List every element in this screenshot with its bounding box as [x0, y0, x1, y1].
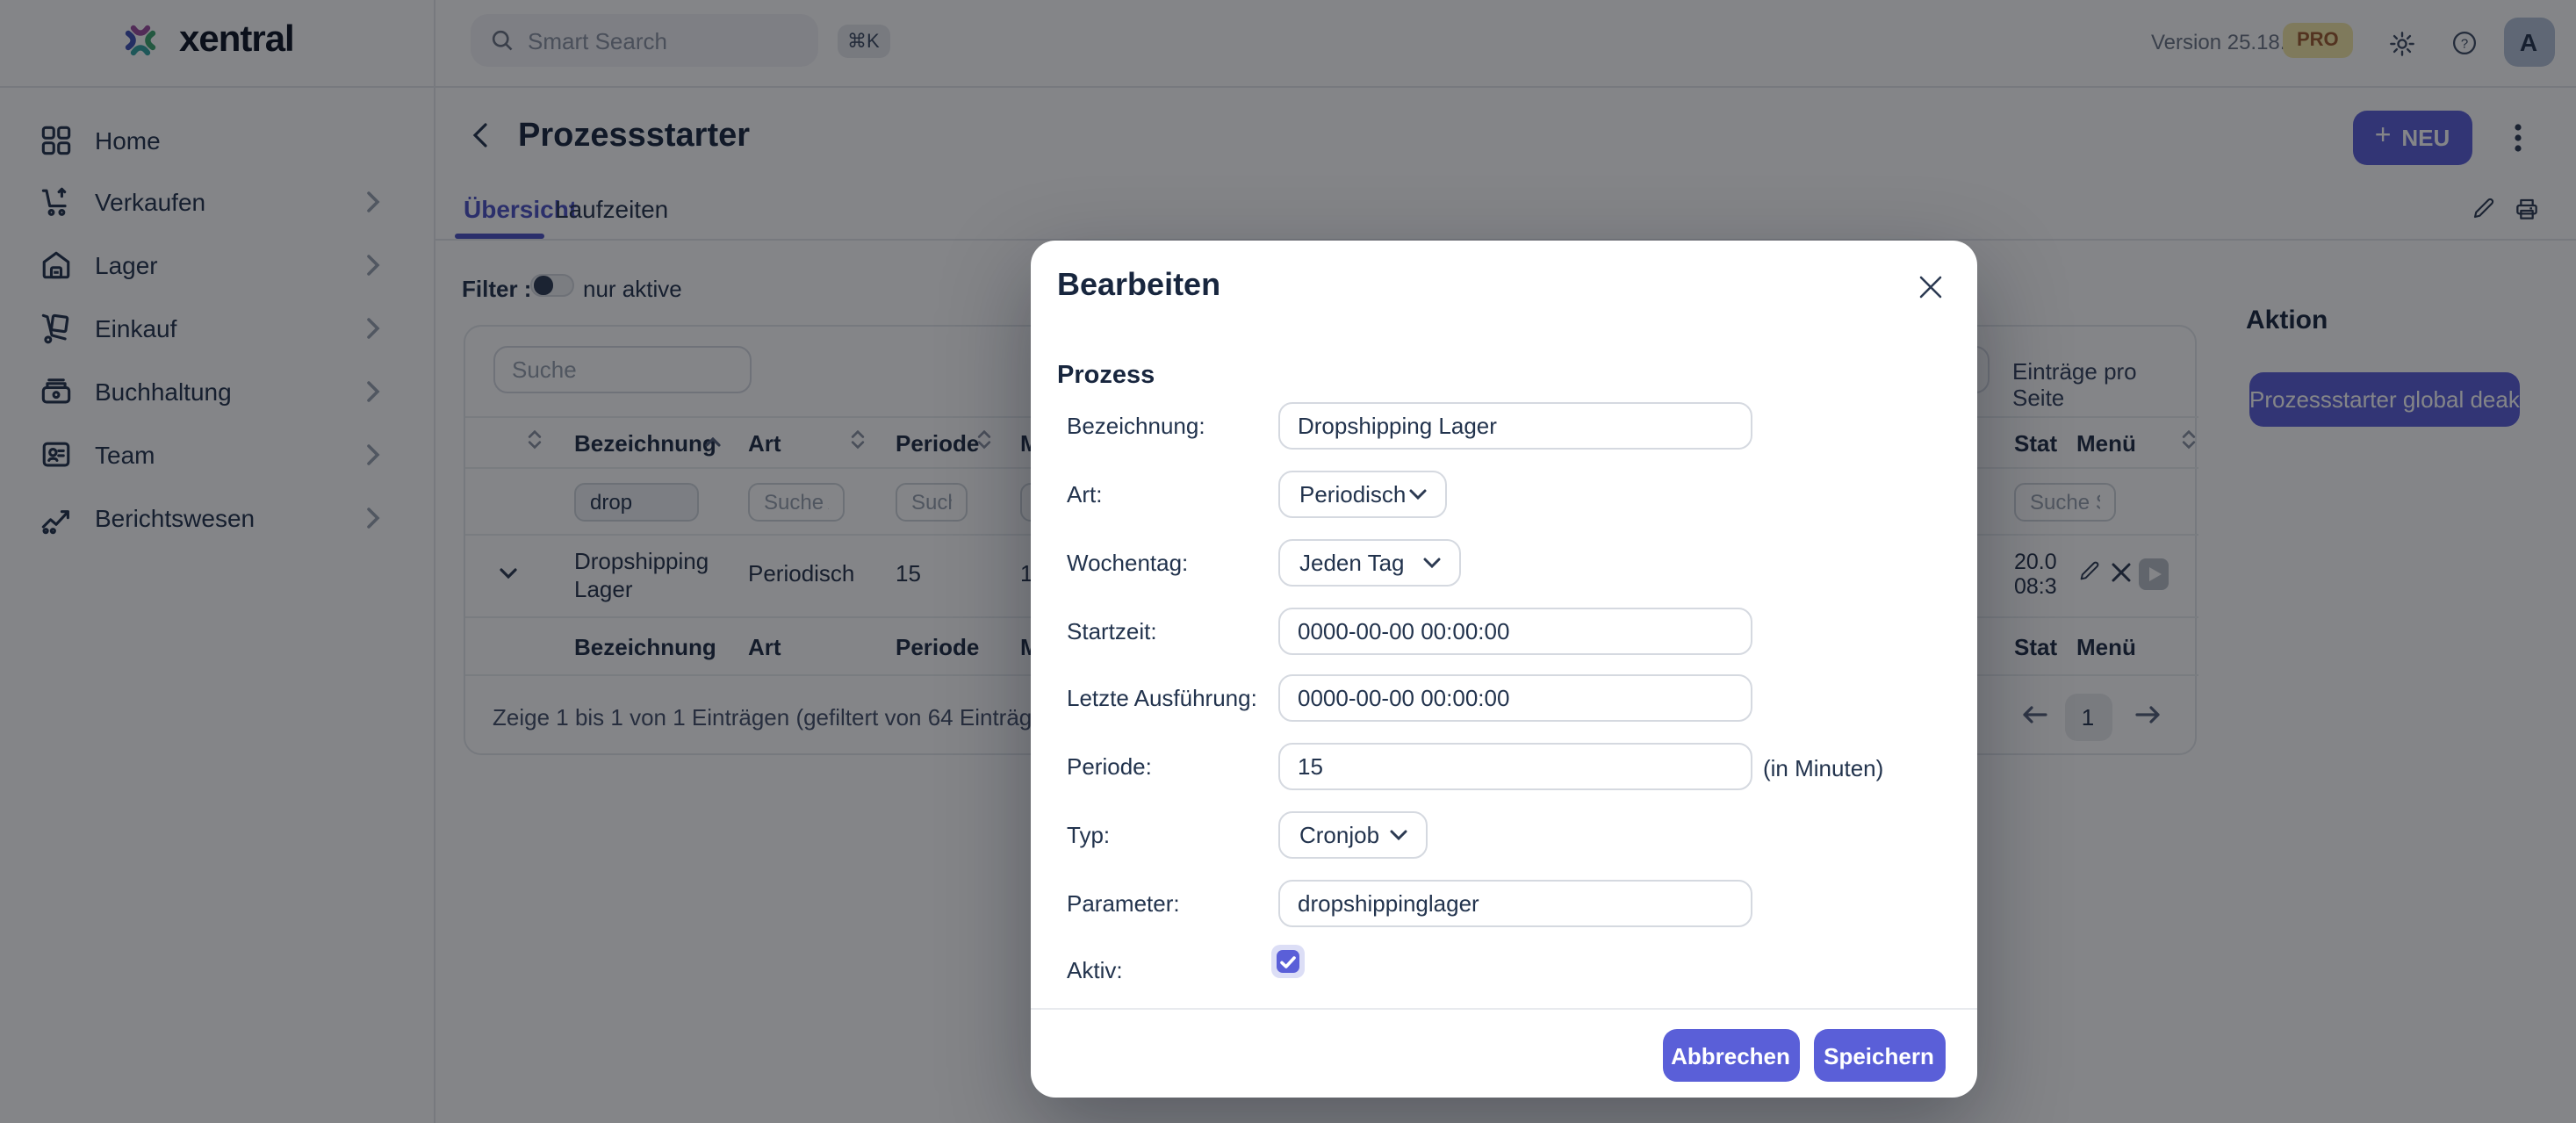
field-label-letzte-ausfuehrung: Letzte Ausführung:	[1067, 685, 1257, 711]
bezeichnung-field[interactable]	[1278, 402, 1752, 450]
chevron-down-icon	[1390, 829, 1407, 840]
cancel-button-label: Abbrechen	[1671, 1042, 1790, 1069]
edit-modal: Bearbeiten Prozess Bezeichnung: Art: Per…	[1030, 240, 1977, 1098]
field-label-art: Art:	[1067, 480, 1103, 507]
close-icon[interactable]	[1915, 271, 1945, 301]
typ-select[interactable]: Cronjob	[1278, 810, 1428, 858]
field-label-aktiv-pos: Aktiv:	[1067, 956, 1123, 983]
field-label-startzeit: Startzeit:	[1067, 617, 1157, 644]
cancel-button[interactable]: Abbrechen	[1662, 1029, 1799, 1082]
chevron-down-icon	[1409, 488, 1427, 500]
aktiv-checkbox-box	[1277, 950, 1299, 973]
field-label-bezeichnung: Bezeichnung:	[1067, 413, 1205, 439]
art-select-value: Periodisch	[1299, 480, 1407, 507]
modal-section-heading: Prozess	[1057, 361, 1155, 389]
field-label-wochentag: Wochentag:	[1067, 549, 1189, 575]
modal-footer-divider	[1030, 1008, 1977, 1010]
periode-unit-note: (in Minuten)	[1763, 755, 1884, 781]
aktiv-checkbox[interactable]	[1271, 945, 1305, 978]
field-label-periode: Periode:	[1067, 753, 1152, 780]
wochentag-select-value: Jeden Tag	[1299, 549, 1405, 575]
art-select[interactable]: Periodisch	[1278, 470, 1447, 517]
field-label-parameter: Parameter:	[1067, 889, 1180, 916]
check-icon	[1280, 955, 1296, 968]
startzeit-field[interactable]	[1278, 607, 1752, 654]
letzte-ausfuehrung-field[interactable]	[1278, 674, 1752, 722]
save-button[interactable]: Speichern	[1813, 1029, 1945, 1082]
typ-select-value: Cronjob	[1299, 821, 1380, 847]
save-button-label: Speichern	[1824, 1042, 1934, 1069]
field-label-typ: Typ:	[1067, 821, 1111, 847]
parameter-field[interactable]	[1278, 879, 1752, 926]
periode-field[interactable]	[1278, 743, 1752, 790]
chevron-down-icon	[1423, 557, 1441, 568]
wochentag-select[interactable]: Jeden Tag	[1278, 538, 1461, 586]
modal-title: Bearbeiten	[1057, 266, 1221, 301]
